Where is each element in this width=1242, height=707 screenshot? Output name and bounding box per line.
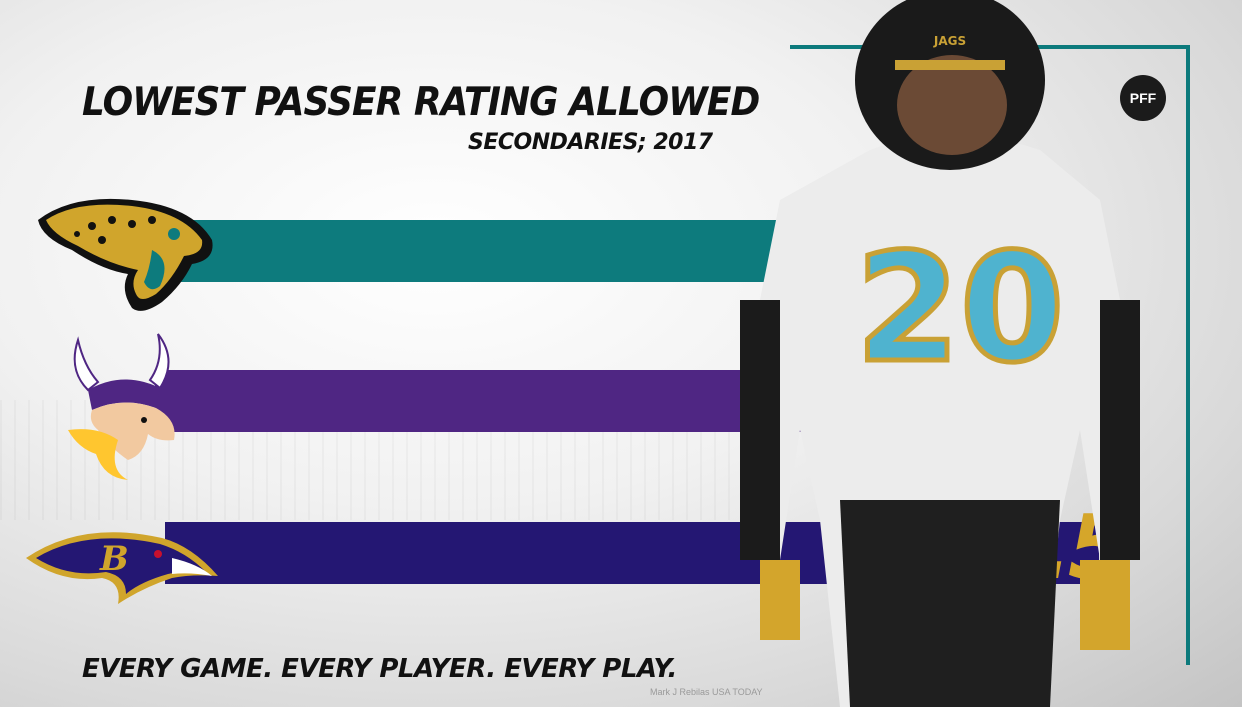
player-photo: JAGS 20 [740,0,1140,707]
helmet-text: JAGS [933,34,966,48]
jersey-number: 20 [856,222,1065,396]
chart-title: LOWEST PASSER RATING ALLOWED [82,80,760,125]
pff-logo: PFF [1120,75,1166,121]
tagline: EVERY GAME. EVERY PLAYER. EVERY PLAY. [82,654,677,684]
chart-subtitle: SECONDARIES; 2017 [468,130,713,155]
ravens-logo-icon: B [26,532,218,604]
vikings-logo-icon [68,333,175,480]
jaguars-logo-icon [38,198,213,311]
photo-credit: Mark J Rebilas USA TODAY [650,687,763,697]
svg-text:B: B [99,539,129,579]
